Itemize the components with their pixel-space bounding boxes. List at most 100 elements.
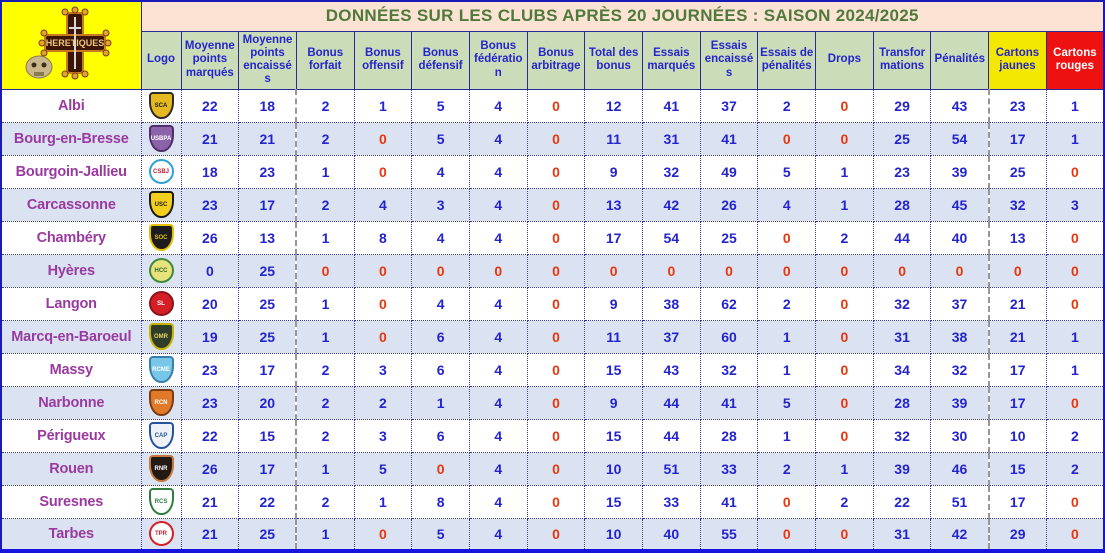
stat-bonus-defensif: 0 (411, 451, 470, 486)
stat-bonus-arbitrage: 0 (526, 88, 586, 123)
stat-bonus-offensif: 8 (353, 220, 413, 255)
stat-bonus-federation: 4 (468, 286, 528, 321)
col-header-bonus-arbitrage: Bonus arbitrage (526, 30, 586, 90)
stat-bonus-forfait: 2 (295, 484, 355, 519)
stat-drops: 0 (815, 352, 874, 387)
heretiques-logo-cell: HERETIQUES (0, 0, 142, 90)
stat-bonus-offensif: 0 (353, 286, 413, 321)
stat-transformations: 25 (872, 121, 932, 156)
stat-bonus-forfait: 1 (295, 220, 355, 255)
stat-drops: 0 (815, 121, 874, 156)
stat-penalites: 32 (930, 352, 990, 387)
col-header-moyenne-points-encaisses: Moyenne points encaissés (238, 30, 297, 90)
stat-essais-de-penalites: 1 (757, 319, 817, 354)
stat-bonus-arbitrage: 0 (526, 484, 586, 519)
stat-essais-marques: 43 (642, 352, 701, 387)
stat-penalites: 39 (930, 385, 990, 420)
stat-bonus-forfait: 2 (295, 187, 355, 222)
suresnes-logo-icon: RCS (148, 488, 174, 515)
club-row-bourgoin-jallieu: Bourgoin-Jallieu CSBJ 18 23 1 0 4 4 0 9 32 49 5 1 23 39… (0, 154, 1105, 189)
stat-moyenne-points-marques: 0 (180, 253, 240, 288)
stat-essais-de-penalites: 0 (757, 121, 817, 156)
club-logo-cell: TPR (140, 517, 182, 552)
stat-cartons-rouges: 2 (1045, 451, 1105, 486)
club-name: Massy (0, 352, 142, 387)
stat-essais-encaisses: 32 (699, 352, 759, 387)
stat-moyenne-points-encaisses: 17 (238, 451, 297, 486)
marcq-en-baroeul-logo-icon: OMR (148, 323, 174, 350)
stat-essais-encaisses: 37 (699, 88, 759, 123)
club-row-albi: Albi SCA 22 18 2 1 5 4 0 12 41 37 2 0 29 43 23 1 (0, 88, 1105, 123)
col-header-total-des-bonus: Total des bonus (584, 30, 643, 90)
col-header-bonus-offensif: Bonus offensif (353, 30, 413, 90)
stat-bonus-defensif: 8 (411, 484, 470, 519)
rouen-logo-icon: RNR (148, 455, 174, 482)
stat-drops: 0 (815, 88, 874, 123)
hyeres-logo-icon: HCC (148, 258, 174, 283)
stat-cartons-jaunes: 10 (987, 418, 1047, 453)
stat-bonus-federation: 4 (468, 484, 528, 519)
club-name: Rouen (0, 451, 142, 486)
stat-bonus-defensif: 4 (411, 154, 470, 189)
stat-total-des-bonus: 17 (584, 220, 643, 255)
stat-moyenne-points-encaisses: 20 (238, 385, 297, 420)
stat-essais-de-penalites: 5 (757, 385, 817, 420)
stat-penalites: 39 (930, 154, 990, 189)
clubs-table-body: Albi SCA 22 18 2 1 5 4 0 12 41 37 2 0 29 43 23 1 Bourg-en-… (0, 88, 1105, 552)
stat-bonus-arbitrage: 0 (526, 187, 586, 222)
stat-total-des-bonus: 12 (584, 88, 643, 123)
heretiques-logo-icon: HERETIQUES (3, 3, 140, 88)
tarbes-logo-icon: TPR (148, 521, 174, 547)
stat-bonus-forfait: 1 (295, 451, 355, 486)
stat-essais-de-penalites: 0 (757, 253, 817, 288)
stat-penalites: 40 (930, 220, 990, 255)
stat-bonus-defensif: 5 (411, 517, 470, 552)
stat-total-des-bonus: 11 (584, 121, 643, 156)
club-logo-cell: USC (140, 187, 182, 222)
stat-essais-marques: 41 (642, 88, 701, 123)
stat-moyenne-points-encaisses: 23 (238, 154, 297, 189)
stat-bonus-offensif: 1 (353, 484, 413, 519)
stat-bonus-offensif: 1 (353, 88, 413, 123)
stat-penalites: 37 (930, 286, 990, 321)
stat-cartons-rouges: 0 (1045, 220, 1105, 255)
stat-transformations: 28 (872, 385, 932, 420)
stat-transformations: 22 (872, 484, 932, 519)
narbonne-logo-icon: RCN (148, 389, 174, 416)
col-header-moyenne-points-marques: Moyenne points marqués (180, 30, 240, 90)
stat-bonus-forfait: 1 (295, 517, 355, 552)
stat-drops: 2 (815, 220, 874, 255)
stat-drops: 1 (815, 187, 874, 222)
stat-bonus-forfait: 2 (295, 88, 355, 123)
stat-bonus-arbitrage: 0 (526, 220, 586, 255)
col-header-cartons-rouges: Cartons rouges (1045, 30, 1105, 90)
stat-bonus-arbitrage: 0 (526, 385, 586, 420)
club-name: Narbonne (0, 385, 142, 420)
stat-transformations: 32 (872, 286, 932, 321)
stat-bonus-federation: 4 (468, 220, 528, 255)
stat-bonus-offensif: 3 (353, 352, 413, 387)
stat-total-des-bonus: 13 (584, 187, 643, 222)
stat-drops: 1 (815, 451, 874, 486)
stat-cartons-jaunes: 17 (987, 121, 1047, 156)
stat-bonus-offensif: 5 (353, 451, 413, 486)
stat-transformations: 31 (872, 517, 932, 552)
stat-cartons-rouges: 0 (1045, 286, 1105, 321)
col-header-cartons-jaunes: Cartons jaunes (988, 30, 1047, 90)
stat-bonus-forfait: 1 (295, 319, 355, 354)
col-header-drops: Drops (815, 30, 874, 90)
stat-bonus-arbitrage: 0 (526, 286, 586, 321)
stat-bonus-federation: 4 (468, 121, 528, 156)
stat-total-des-bonus: 10 (584, 517, 643, 552)
stat-essais-marques: 0 (642, 253, 701, 288)
col-header-penalites: Pénalités (930, 30, 990, 90)
stat-transformations: 29 (872, 88, 932, 123)
stat-cartons-rouges: 3 (1045, 187, 1105, 222)
col-header-essais-encaisses: Essais encaissés (699, 30, 759, 90)
club-logo-cell: CSBJ (140, 154, 182, 189)
stat-bonus-forfait: 2 (295, 121, 355, 156)
stat-essais-encaisses: 60 (699, 319, 759, 354)
stat-essais-encaisses: 55 (699, 517, 759, 552)
stat-cartons-rouges: 1 (1045, 352, 1105, 387)
